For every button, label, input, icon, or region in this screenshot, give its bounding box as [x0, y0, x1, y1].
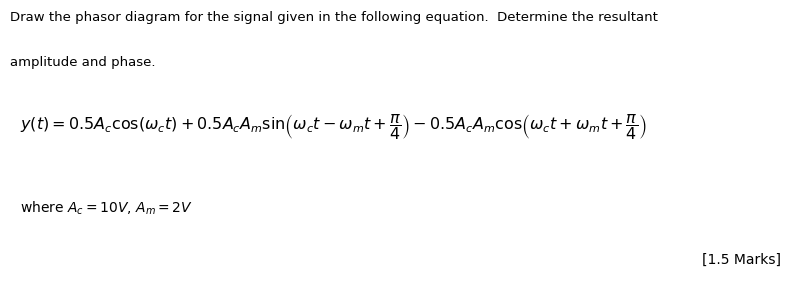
Text: Draw the phasor diagram for the signal given in the following equation.  Determi: Draw the phasor diagram for the signal g… [10, 11, 657, 24]
Text: amplitude and phase.: amplitude and phase. [10, 56, 155, 69]
Text: where $A_c = 10V$, $A_m = 2V$: where $A_c = 10V$, $A_m = 2V$ [20, 200, 193, 217]
Text: [1.5 Marks]: [1.5 Marks] [702, 253, 781, 267]
Text: $y(t) = 0.5A_c\cos(\omega_c t) + 0.5A_cA_m\sin\!\left(\omega_c t - \omega_m t + : $y(t) = 0.5A_c\cos(\omega_c t) + 0.5A_cA… [20, 112, 646, 142]
